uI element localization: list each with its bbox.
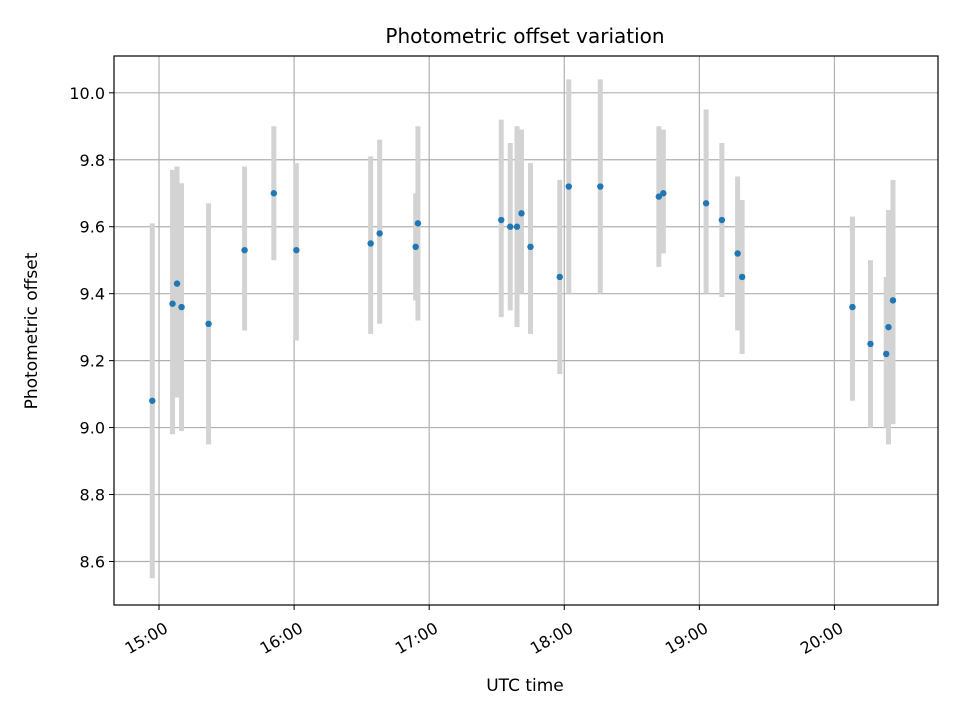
data-point (205, 320, 212, 328)
data-point (293, 246, 300, 254)
data-point (702, 200, 710, 207)
x-axis-label: UTC time (486, 676, 564, 696)
data-point (507, 223, 514, 230)
y-tick-label: 10.0 (69, 84, 105, 103)
data-point (867, 340, 874, 348)
y-tick-label: 9.6 (80, 218, 105, 237)
data-point (885, 323, 892, 331)
data-point (149, 397, 156, 404)
y-tick-label: 9.4 (80, 285, 105, 304)
chart-title: Photometric offset variation (385, 24, 664, 48)
data-point (376, 230, 383, 237)
error-bars (149, 79, 896, 579)
y-tick-label: 8.6 (80, 552, 105, 571)
x-tick-label: 20:00 (797, 618, 846, 658)
data-point (655, 193, 663, 200)
data-point (660, 190, 667, 197)
data-point (169, 300, 176, 307)
y-axis-ticks: 8.6 8.8 9.0 9.2 9.4 9.6 9.8 10.0 (69, 84, 114, 571)
x-axis-ticks: 15:00 16:00 17:00 18:00 19:00 20:00 (122, 605, 846, 658)
grid (114, 56, 938, 605)
data-point (565, 183, 572, 190)
data-point (178, 303, 185, 311)
x-tick-label: 16:00 (257, 618, 306, 658)
y-tick-label: 8.8 (80, 486, 105, 505)
data-point (734, 250, 741, 257)
y-tick-label: 9.8 (80, 151, 105, 170)
data-points (149, 183, 897, 404)
data-point (556, 273, 563, 281)
data-point (883, 350, 890, 358)
x-tick-label: 19:00 (662, 618, 711, 658)
x-tick-label: 18:00 (527, 618, 576, 658)
data-point (414, 220, 422, 227)
data-point (367, 240, 374, 247)
data-point (412, 243, 419, 251)
plot-area-frame (113, 55, 939, 606)
data-point (597, 183, 604, 190)
y-axis-label: Photometric offset (22, 252, 42, 409)
data-point (889, 297, 897, 304)
data-point (527, 243, 534, 251)
data-point (498, 216, 505, 224)
data-point (241, 246, 248, 254)
x-tick-label: 15:00 (122, 618, 171, 658)
y-tick-label: 9.2 (80, 352, 105, 371)
data-point (513, 223, 521, 230)
data-point (849, 303, 856, 311)
data-point (518, 210, 525, 217)
data-point (738, 273, 746, 281)
data-point (270, 190, 278, 197)
x-tick-label: 17:00 (392, 618, 441, 658)
data-point (718, 216, 726, 224)
data-point (173, 280, 181, 287)
y-tick-label: 9.0 (80, 419, 105, 438)
